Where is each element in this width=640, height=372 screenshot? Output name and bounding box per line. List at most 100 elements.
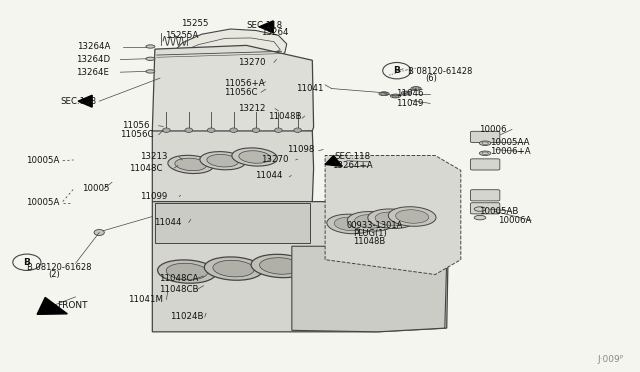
Polygon shape [152, 45, 314, 135]
Text: 11024B: 11024B [170, 312, 203, 321]
Text: 13212: 13212 [238, 104, 266, 113]
Text: FRONT: FRONT [58, 301, 88, 310]
Text: PLUG(1): PLUG(1) [353, 229, 387, 238]
Polygon shape [325, 155, 461, 275]
Text: 11056C: 11056C [120, 130, 154, 139]
Circle shape [94, 230, 104, 235]
Text: 13264D: 13264D [76, 55, 109, 64]
Text: 15255A: 15255A [165, 31, 198, 40]
Text: SEC.118: SEC.118 [61, 97, 97, 106]
Text: B 08120-61628: B 08120-61628 [27, 263, 92, 272]
Ellipse shape [204, 257, 263, 280]
Text: B: B [24, 258, 30, 267]
Ellipse shape [175, 158, 207, 171]
Text: 11049: 11049 [396, 99, 423, 108]
Ellipse shape [157, 260, 216, 283]
Polygon shape [78, 95, 92, 107]
Text: 11044: 11044 [255, 171, 282, 180]
FancyBboxPatch shape [470, 190, 500, 201]
Text: SEC.118: SEC.118 [334, 153, 370, 161]
Ellipse shape [348, 212, 395, 231]
Ellipse shape [327, 214, 374, 234]
Text: SEC.118: SEC.118 [246, 21, 282, 30]
Text: 10006: 10006 [479, 125, 506, 134]
Text: 10005: 10005 [82, 185, 109, 193]
Ellipse shape [375, 212, 408, 225]
Text: 11048CA: 11048CA [159, 274, 198, 283]
Text: B 08120-61428: B 08120-61428 [408, 67, 473, 76]
Ellipse shape [200, 152, 246, 170]
Text: 10005A: 10005A [26, 156, 59, 165]
Text: 10006+A: 10006+A [490, 147, 530, 156]
Polygon shape [152, 131, 314, 202]
Polygon shape [155, 203, 310, 243]
Ellipse shape [355, 215, 388, 228]
Ellipse shape [390, 94, 401, 98]
Circle shape [252, 128, 260, 132]
Circle shape [275, 128, 282, 132]
Ellipse shape [297, 252, 356, 275]
Text: J·009ᴾ: J·009ᴾ [598, 355, 624, 364]
Circle shape [185, 128, 193, 132]
Text: 11048CB: 11048CB [159, 285, 198, 294]
Polygon shape [166, 29, 287, 64]
Text: 11056C: 11056C [224, 88, 257, 97]
Text: B: B [394, 66, 400, 75]
Ellipse shape [388, 207, 436, 226]
Text: 10005AA: 10005AA [490, 138, 529, 147]
Ellipse shape [474, 215, 486, 220]
Circle shape [294, 128, 301, 132]
Text: 11099: 11099 [140, 192, 167, 201]
Text: 10005AB: 10005AB [479, 207, 518, 216]
Text: 11048B: 11048B [268, 112, 301, 121]
Circle shape [381, 92, 387, 96]
Text: 11048B: 11048B [353, 237, 385, 246]
Text: 13270: 13270 [238, 58, 266, 67]
Ellipse shape [213, 260, 254, 277]
Polygon shape [325, 155, 342, 166]
Polygon shape [152, 202, 448, 332]
Circle shape [413, 87, 419, 90]
Ellipse shape [368, 209, 415, 228]
Ellipse shape [239, 151, 271, 163]
Circle shape [403, 91, 410, 95]
Text: 11098: 11098 [287, 145, 314, 154]
Text: 13270: 13270 [261, 155, 289, 164]
Text: 13264E: 13264E [76, 68, 109, 77]
Ellipse shape [146, 57, 155, 61]
Ellipse shape [168, 155, 214, 173]
Ellipse shape [146, 70, 155, 73]
Ellipse shape [474, 207, 486, 211]
FancyBboxPatch shape [470, 159, 500, 170]
Ellipse shape [396, 210, 429, 223]
Ellipse shape [260, 258, 301, 274]
Ellipse shape [251, 254, 310, 278]
Text: 10005A: 10005A [26, 198, 59, 207]
Polygon shape [37, 298, 67, 314]
Ellipse shape [232, 148, 278, 166]
Ellipse shape [207, 154, 239, 167]
Ellipse shape [411, 87, 421, 90]
Circle shape [392, 94, 399, 98]
Ellipse shape [334, 217, 367, 231]
Circle shape [207, 128, 215, 132]
Text: 10006A: 10006A [498, 216, 531, 225]
Ellipse shape [401, 91, 412, 95]
Text: 13264+A: 13264+A [332, 161, 372, 170]
Text: (6): (6) [426, 74, 438, 83]
Text: 11056: 11056 [122, 121, 149, 130]
Ellipse shape [146, 45, 155, 48]
Text: 11044: 11044 [154, 218, 181, 227]
FancyBboxPatch shape [470, 131, 500, 142]
Text: 11046: 11046 [396, 89, 423, 98]
Text: 11048C: 11048C [129, 164, 163, 173]
Text: 13213: 13213 [140, 153, 167, 161]
Ellipse shape [379, 92, 389, 96]
Ellipse shape [306, 255, 347, 272]
Ellipse shape [479, 141, 491, 145]
Text: 13264: 13264 [261, 28, 289, 37]
Circle shape [230, 128, 237, 132]
Text: (2): (2) [48, 270, 60, 279]
FancyBboxPatch shape [470, 203, 500, 214]
Text: 11041: 11041 [296, 84, 323, 93]
